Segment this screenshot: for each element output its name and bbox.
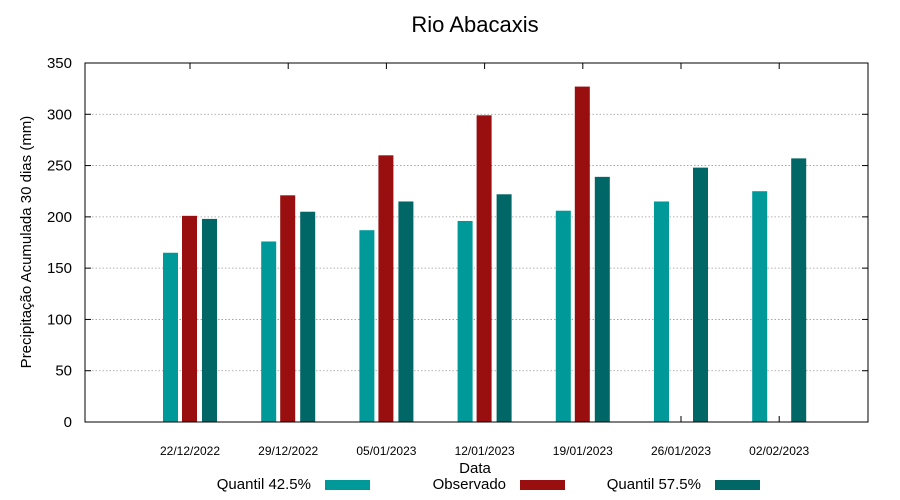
bar-quantil-42-5-	[555, 210, 571, 422]
bar-observado	[476, 115, 492, 422]
y-tick-label: 0	[64, 414, 72, 431]
x-tick-label: 22/12/2022	[160, 444, 220, 458]
bar-quantil-42-5-	[359, 230, 375, 422]
y-tick-label: 300	[47, 106, 72, 123]
bar-quantil-42-5-	[654, 201, 669, 422]
legend-swatch	[325, 480, 370, 490]
y-tick-label: 250	[47, 158, 72, 175]
bar-quantil-57-5-	[300, 211, 316, 422]
bar-quantil-57-5-	[496, 194, 512, 422]
bar-observado	[378, 155, 394, 423]
bar-observado	[182, 215, 197, 422]
bar-observado	[280, 195, 296, 422]
x-tick-label: 05/01/2023	[356, 444, 416, 458]
bar-quantil-42-5-	[457, 220, 473, 422]
x-axis-label: Data	[459, 460, 491, 477]
x-tick-label: 26/01/2023	[651, 444, 711, 458]
bar-quantil-57-5-	[791, 158, 807, 423]
bar-quantil-42-5-	[261, 241, 277, 422]
y-tick-label: 100	[47, 311, 72, 328]
x-tick-label: 29/12/2022	[258, 444, 318, 458]
bar-quantil-57-5-	[594, 176, 610, 422]
bar-observado	[574, 86, 590, 422]
bar-quantil-42-5-	[163, 252, 178, 422]
x-tick-label: 02/02/2023	[749, 444, 809, 458]
y-tick-label: 200	[47, 209, 72, 226]
bars	[163, 86, 807, 423]
legend-label: Quantil 42.5%	[217, 476, 311, 493]
plot-frame	[84, 62, 869, 423]
x-tick-label: 12/01/2023	[455, 444, 515, 458]
x-axis: 22/12/2022 29/12/2022 05/01/2023 12/01/2023…	[160, 63, 810, 458]
y-axis: 0 50 100 150 200 250 300 350	[47, 55, 868, 431]
bar-quantil-57-5-	[693, 167, 708, 422]
bar-quantil-42-5-	[752, 191, 768, 422]
bar-quantil-57-5-	[398, 201, 414, 422]
bar-quantil-57-5-	[202, 218, 217, 422]
chart-title: Rio Abacaxis	[411, 12, 538, 37]
y-tick-label: 50	[55, 363, 72, 380]
legend-label: Observado	[433, 476, 506, 493]
legend-swatch	[520, 480, 565, 490]
x-tick-label: 19/01/2023	[553, 444, 613, 458]
y-tick-label: 150	[47, 260, 72, 277]
y-axis-label: Precipitação Acumulada 30 dias (mm)	[18, 116, 35, 369]
legend: Quantil 42.5% Observado Quantil 57.5%	[217, 476, 760, 493]
legend-swatch	[715, 480, 760, 490]
legend-label: Quantil 57.5%	[607, 476, 701, 493]
y-tick-label: 350	[47, 55, 72, 72]
